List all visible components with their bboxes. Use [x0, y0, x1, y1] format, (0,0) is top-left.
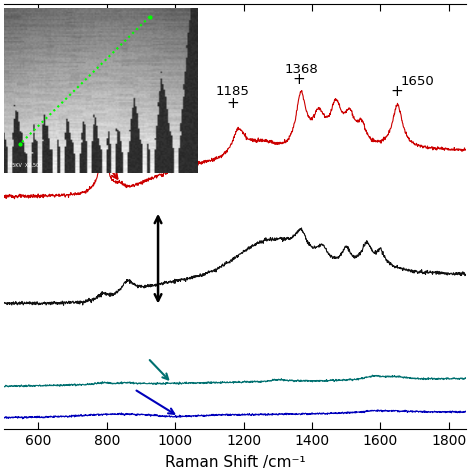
Text: 1368: 1368 [284, 63, 318, 75]
Text: 1650: 1650 [401, 75, 435, 88]
Text: +: + [292, 72, 305, 87]
Text: +: + [86, 111, 99, 126]
X-axis label: Raman Shift /cm⁻¹: Raman Shift /cm⁻¹ [164, 455, 305, 470]
Text: 790: 790 [80, 100, 105, 113]
Text: 1185: 1185 [216, 85, 249, 98]
Text: +: + [226, 96, 239, 111]
Text: +: + [391, 84, 403, 99]
